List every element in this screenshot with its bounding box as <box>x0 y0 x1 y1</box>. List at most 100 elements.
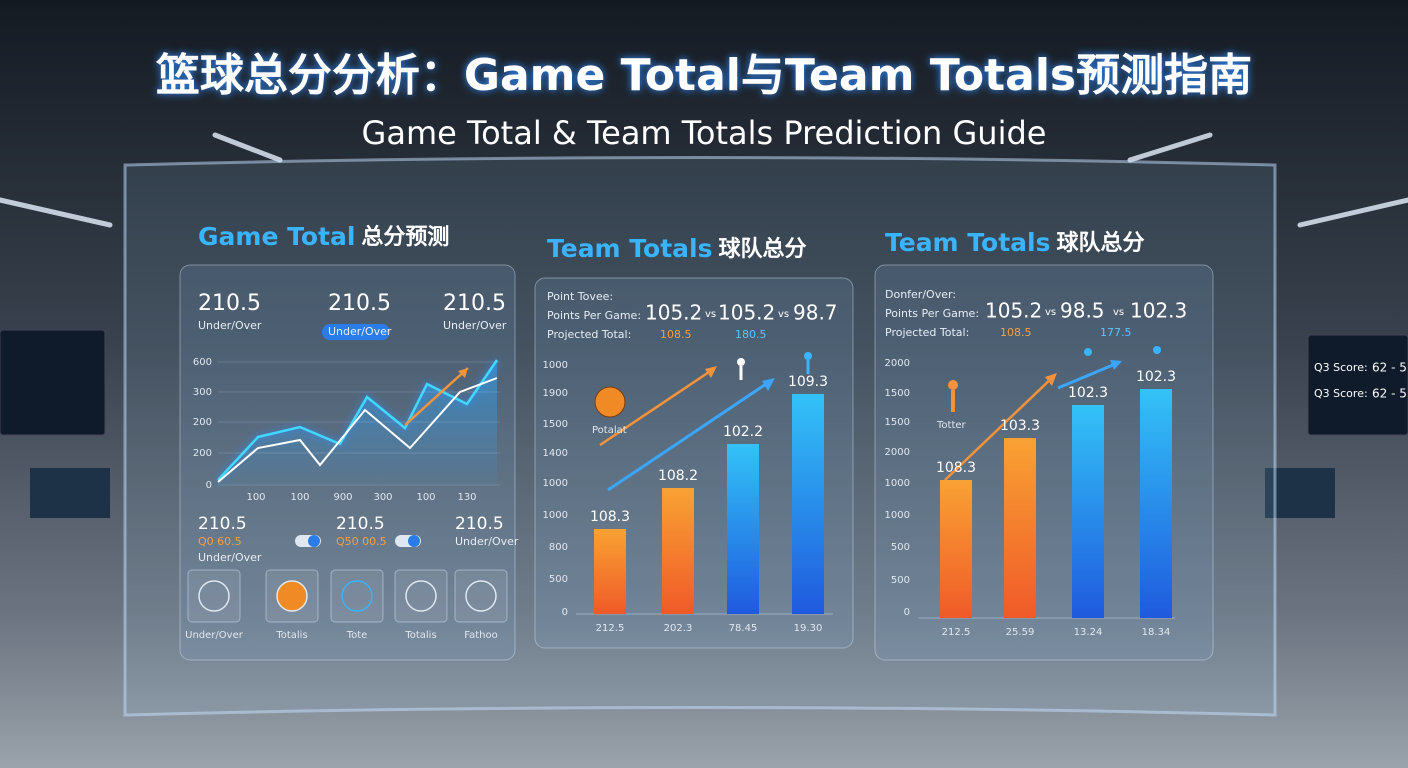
icon-tile <box>187 569 241 623</box>
ppg-value: 98.5 <box>1060 299 1105 323</box>
icon-glyph <box>276 580 308 612</box>
arrow-head <box>762 378 775 391</box>
icon-label: Tote <box>346 630 368 641</box>
subtitle: Game Total & Team Totals Prediction Guid… <box>362 114 1047 152</box>
desk-monitor <box>1265 468 1335 518</box>
bar-label: 102.2 <box>723 424 763 440</box>
y-axis-label: 0 <box>562 607 568 618</box>
x-axis-label: 18.34 <box>1142 627 1171 638</box>
bar <box>1004 438 1036 618</box>
y-axis-label: 500 <box>891 575 910 586</box>
info-line: Point Tovee: <box>547 290 613 303</box>
bar <box>1140 389 1172 618</box>
bar-label: 102.3 <box>1136 369 1176 385</box>
bar <box>662 488 694 614</box>
icon-label: Fathoo <box>464 630 497 641</box>
x-axis-label: 212.5 <box>942 627 971 638</box>
info-label: Projected Total: <box>885 326 969 339</box>
icon-tile <box>330 569 384 623</box>
projected-value: 180.5 <box>735 328 767 341</box>
heading-en: Team Totals <box>885 228 1051 257</box>
y-axis-label: 500 <box>549 574 568 585</box>
projected-value: 177.5 <box>1100 326 1132 339</box>
bar <box>594 529 626 614</box>
toggle-knob <box>408 535 420 547</box>
side-monitor <box>0 329 106 436</box>
icon-label: Under/Over <box>185 630 244 641</box>
y-axis-label: 0 <box>904 607 910 618</box>
bar-label: 108.3 <box>936 460 976 476</box>
heading-zh: 总分预测 <box>361 224 449 250</box>
icon-glyph <box>341 580 373 612</box>
side-monitor <box>1307 334 1408 436</box>
stat-sub: Under/Over <box>198 551 262 564</box>
trend-arrow <box>607 378 773 492</box>
arrow-head <box>1045 373 1057 386</box>
icon-label: Potalat <box>592 425 627 436</box>
ceiling-lights <box>0 132 1408 228</box>
info-label: Points Per Game: <box>885 307 979 320</box>
y-axis-label: 2000 <box>885 447 910 458</box>
person-icon <box>948 380 958 390</box>
icon-label: Totter <box>936 420 967 431</box>
chart-line <box>217 359 499 481</box>
y-axis-label: 1000 <box>543 360 568 371</box>
stat-label: Under/Over <box>198 319 262 332</box>
person-icon <box>804 352 812 360</box>
heading-zh: 球队总分 <box>719 236 807 262</box>
y-axis-label: 600 <box>193 357 212 368</box>
arrow-head <box>458 368 468 378</box>
ppg-value: vs <box>1113 307 1124 318</box>
y-axis-label: 800 <box>549 542 568 553</box>
heading: Team Totals 球队总分 <box>885 228 1145 257</box>
desk-monitor <box>30 468 110 518</box>
ppg-value: 105.2 <box>718 301 775 325</box>
bar <box>727 444 759 614</box>
toggle-knob <box>308 535 320 547</box>
y-axis-label: 1900 <box>543 388 568 399</box>
person-icon <box>737 358 745 366</box>
bar <box>792 394 824 614</box>
x-axis-label: 300 <box>373 492 392 503</box>
y-axis-label: 1500 <box>885 417 910 428</box>
trend-arrow <box>944 374 1056 481</box>
x-axis-label: 100 <box>290 492 309 503</box>
x-axis-label: 19.30 <box>794 623 823 634</box>
stat-label: Under/Over <box>455 535 519 548</box>
y-axis-label: 500 <box>891 542 910 553</box>
projected-value: 108.5 <box>1000 326 1032 339</box>
y-axis-label: 1500 <box>885 388 910 399</box>
trend-arrow <box>404 367 469 426</box>
info-label: Projected Total: <box>547 328 631 341</box>
title: 篮球总分分析：Game Total与Team Totals预测指南 <box>156 50 1252 101</box>
bar-label: 109.3 <box>788 374 828 390</box>
arrow-head <box>705 366 717 378</box>
trend-arrow <box>1057 360 1121 390</box>
y-axis-label: 2000 <box>885 358 910 369</box>
heading-zh: 球队总分 <box>1057 230 1145 256</box>
y-axis-label: 1000 <box>543 478 568 489</box>
heading-en: Team Totals <box>547 234 713 263</box>
icon-label: Totalis <box>404 630 436 641</box>
stat-value: 210.5 <box>336 514 385 534</box>
stat-value: 210.5 <box>198 514 247 534</box>
icon-glyph <box>198 580 230 612</box>
ppg-value: 105.2 <box>985 299 1042 323</box>
y-axis-label: 1000 <box>885 510 910 521</box>
glass-panel <box>123 156 1277 717</box>
stat-value: 210.5 <box>198 291 261 316</box>
stat-label: Q0 60.5 <box>198 535 242 548</box>
icon-tile <box>454 569 508 623</box>
pill <box>322 324 390 340</box>
bar-label: 102.3 <box>1068 385 1108 401</box>
ppg-value: vs <box>705 309 716 320</box>
y-axis-label: 200 <box>193 448 212 459</box>
ppg-value: vs <box>778 309 789 320</box>
x-axis-label: 100 <box>246 492 265 503</box>
chart-line <box>217 377 498 483</box>
x-axis-label: 202.3 <box>664 623 693 634</box>
info-label: Points Per Game: <box>547 309 641 322</box>
x-axis-label: 78.45 <box>729 623 758 634</box>
